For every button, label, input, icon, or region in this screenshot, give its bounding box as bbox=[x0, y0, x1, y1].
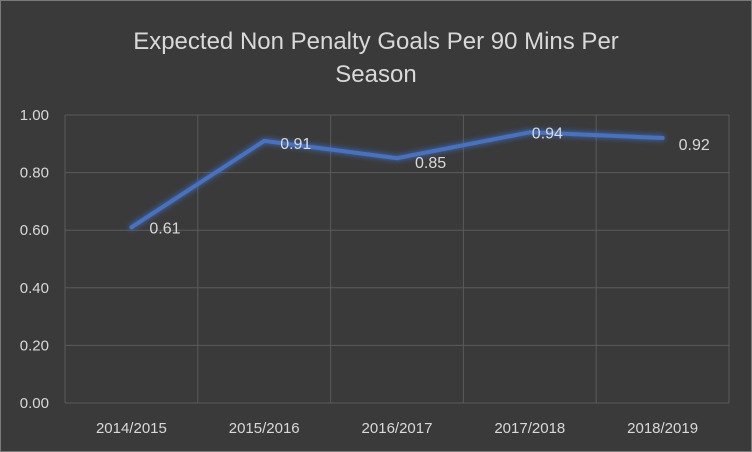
y-tick-label: 0.40 bbox=[20, 280, 49, 297]
y-tick-label: 0.80 bbox=[20, 165, 49, 182]
x-tick-label: 2017/2018 bbox=[494, 420, 565, 437]
data-point bbox=[395, 156, 399, 161]
data-point bbox=[660, 136, 665, 141]
data-label: 0.92 bbox=[679, 137, 710, 154]
data-label: 0.61 bbox=[149, 220, 180, 237]
x-tick-label: 2015/2016 bbox=[229, 420, 300, 437]
data-label: 0.91 bbox=[280, 136, 311, 153]
data-point bbox=[262, 138, 267, 143]
y-tick-label: 0.60 bbox=[20, 222, 49, 239]
gridlines bbox=[64, 114, 730, 404]
x-tick-label: 2018/2019 bbox=[627, 420, 698, 437]
y-tick-label: 0.00 bbox=[20, 395, 49, 412]
data-point bbox=[527, 130, 532, 135]
series-line bbox=[129, 130, 665, 230]
data-label: 0.85 bbox=[415, 155, 446, 172]
data-labels: 0.61 0.91 0.85 0.94 0.92 bbox=[149, 125, 709, 237]
x-tick-label: 2016/2017 bbox=[362, 420, 433, 437]
chart-title-line-2: Season bbox=[335, 61, 416, 88]
data-label: 0.94 bbox=[532, 125, 563, 142]
y-tick-label: 1.00 bbox=[20, 107, 49, 124]
data-point bbox=[129, 225, 134, 230]
chart-title-line-1: Expected Non Penalty Goals Per 90 Mins P… bbox=[133, 28, 619, 55]
x-tick-label: 2014/2015 bbox=[96, 420, 167, 437]
axis-labels: 0.00 0.20 0.40 0.60 0.80 1.00 2014/2015 2015/20… bbox=[20, 107, 698, 437]
series-layer bbox=[129, 130, 665, 230]
y-tick-label: 0.20 bbox=[20, 337, 49, 354]
